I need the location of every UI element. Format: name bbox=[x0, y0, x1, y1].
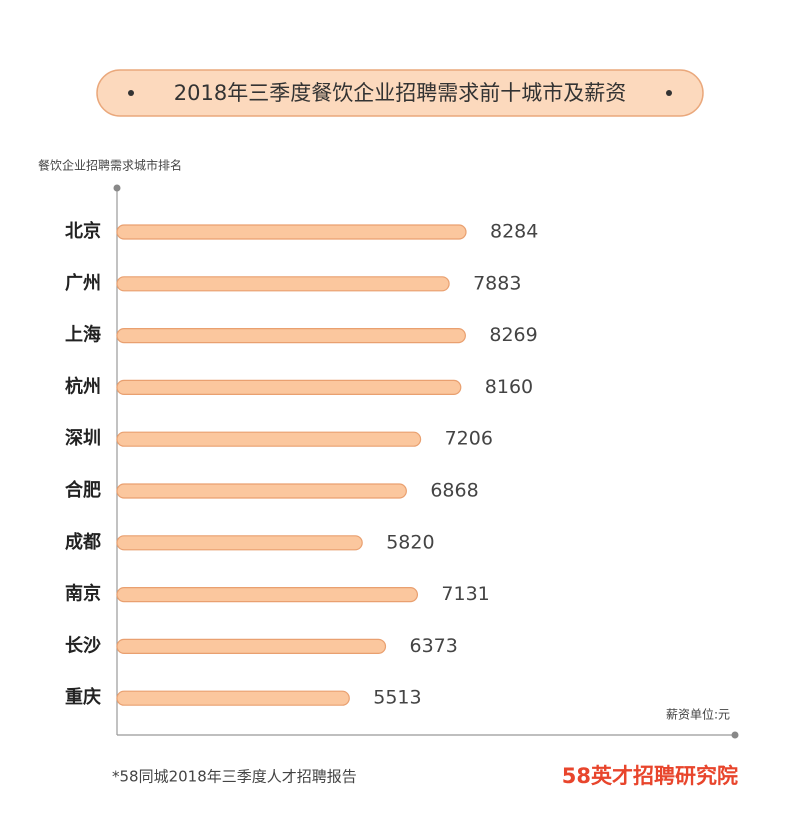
bar bbox=[116, 431, 422, 447]
bar bbox=[116, 224, 467, 240]
title-dot bbox=[128, 90, 134, 96]
bar bbox=[116, 328, 466, 344]
footnote: *58同城2018年三季度人才招聘报告 bbox=[112, 768, 357, 786]
axis-dot bbox=[113, 184, 121, 192]
value-label: 6373 bbox=[409, 635, 457, 657]
bar bbox=[116, 483, 407, 499]
value-label: 8269 bbox=[489, 324, 537, 346]
category-label: 合肥 bbox=[65, 479, 101, 501]
category-label: 成都 bbox=[65, 531, 101, 553]
value-label: 5820 bbox=[386, 531, 434, 553]
bar bbox=[116, 586, 419, 603]
logo: 58英才招聘研究院 bbox=[562, 764, 738, 788]
y-axis-label: 餐饮企业招聘需求城市排名 bbox=[38, 158, 182, 173]
bar bbox=[116, 379, 462, 395]
value-label: 7131 bbox=[441, 583, 489, 605]
value-label: 7206 bbox=[445, 428, 493, 450]
category-label: 上海 bbox=[65, 324, 101, 346]
title-dot bbox=[666, 90, 672, 96]
value-label: 8160 bbox=[485, 376, 533, 398]
unit-note: 薪资单位:元 bbox=[666, 707, 730, 722]
value-label: 5513 bbox=[373, 687, 421, 709]
value-label: 8284 bbox=[490, 221, 538, 243]
category-label: 重庆 bbox=[65, 686, 101, 708]
category-label: 广州 bbox=[65, 272, 101, 294]
category-label: 南京 bbox=[65, 583, 101, 605]
title-pill bbox=[96, 69, 704, 117]
bar bbox=[116, 690, 350, 706]
axis-dot bbox=[731, 731, 739, 739]
category-label: 长沙 bbox=[65, 635, 101, 656]
value-label: 6868 bbox=[430, 480, 478, 502]
bar bbox=[116, 276, 450, 292]
bar bbox=[116, 535, 363, 551]
category-label: 北京 bbox=[65, 220, 101, 242]
value-label: 7883 bbox=[473, 272, 521, 294]
bar bbox=[116, 638, 387, 655]
category-label: 深圳 bbox=[65, 427, 101, 449]
category-label: 杭州 bbox=[65, 375, 101, 397]
chart-title: 2018年三季度餐饮企业招聘需求前十城市及薪资 bbox=[174, 81, 626, 105]
